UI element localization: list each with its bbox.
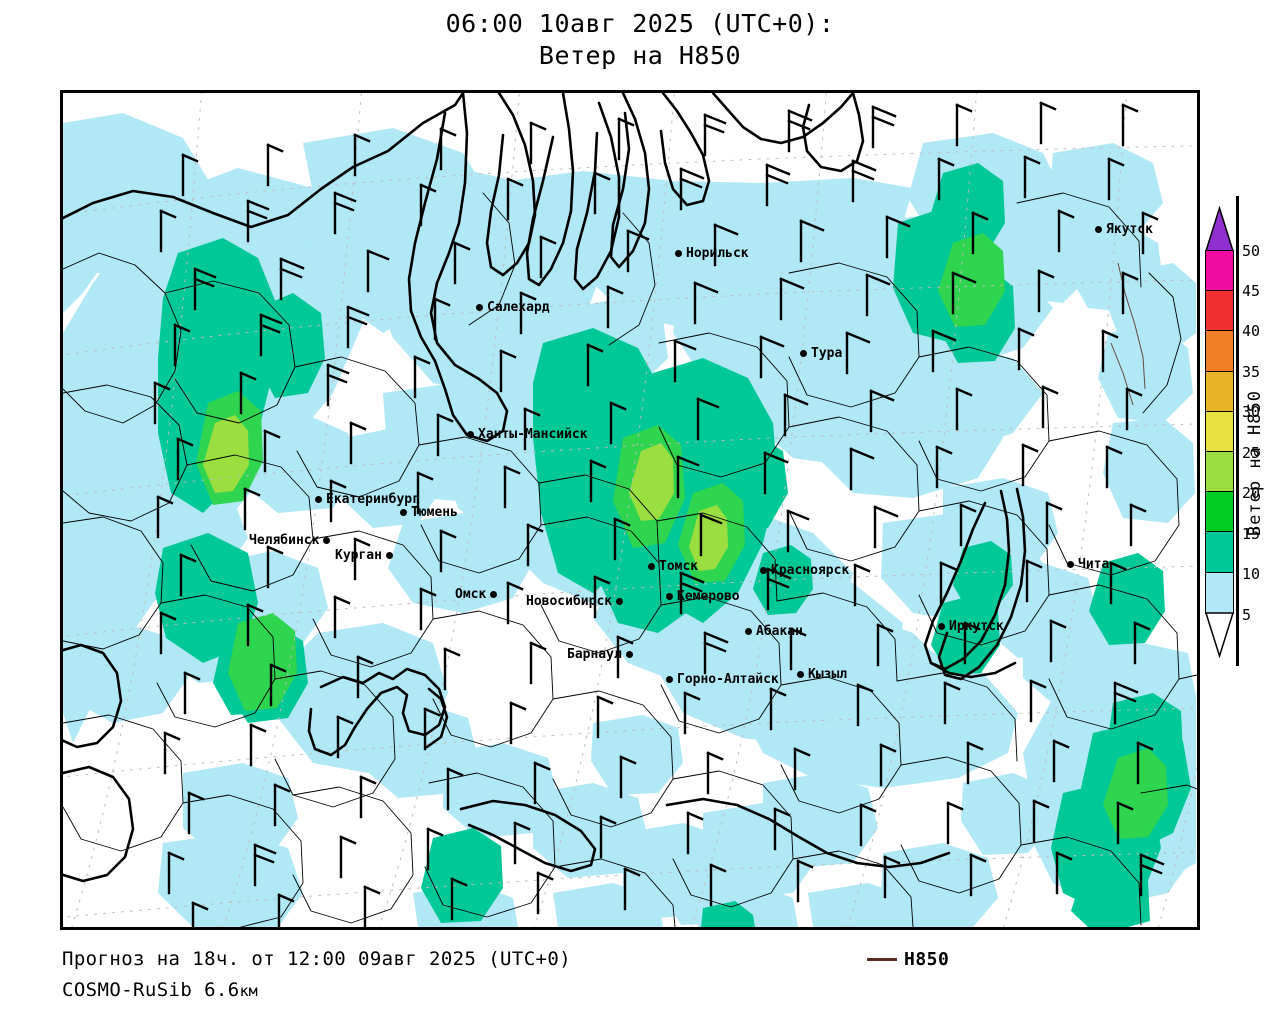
map-canvas[interactable]: Норильск Салехард Тура Якутск Ханты-Манс… [60,90,1200,930]
colorbar-tick-45: 45 [1242,282,1261,300]
wind-barbs [153,101,1165,927]
colorbar-swatches [1205,250,1234,614]
colorbar-segment-20-25 [1206,452,1233,493]
colorbar-tick-5: 5 [1242,606,1252,624]
model-resolution-unit: км [239,982,258,1000]
h850-legend: H850 [867,949,949,970]
colorbar-segment-15-20 [1206,492,1233,533]
colorbar-over-arrow [1205,206,1234,252]
h850-line-swatch [867,958,897,961]
colorbar-segment-35-40 [1206,331,1233,372]
colorbar-segment-25-30 [1206,411,1233,453]
title-variable: Ветер на H850 [538,41,742,70]
footer: Прогноз на 18ч. от 12:00 09авг 2025 (UTC… [62,948,1222,1010]
footer-row-forecast: Прогноз на 18ч. от 12:00 09авг 2025 (UTC… [62,948,1222,979]
model-name: COSMO-RuSib 6.6 [62,979,240,1001]
colorbar[interactable]: 50 45 40 35 30 25 20 15 10 5 [1200,196,1280,666]
colorbar-tick-10: 10 [1242,565,1261,583]
colorbar-tick-20: 20 [1242,484,1261,502]
colorbar-segment-30-35 [1206,371,1233,412]
colorbar-under-arrow [1205,612,1234,658]
colorbar-segment-10-15 [1206,532,1233,573]
map-graphics [63,93,1197,927]
title-datetime: 06:00 10авг 2025 (UTC+0): [445,9,835,38]
colorbar-tick-25: 25 [1242,444,1261,462]
colorbar-tick-30: 30 [1242,403,1261,421]
colorbar-tick-35: 35 [1242,363,1261,381]
colorbar-axis-line [1236,196,1239,666]
colorbar-title: Ветер на H850 [1245,390,1265,537]
colorbar-tick-15: 15 [1242,525,1261,543]
forecast-info: Прогноз на 18ч. от 12:00 09авг 2025 (UTC… [62,948,572,970]
colorbar-tick-50: 50 [1242,242,1261,260]
colorbar-segment-45-50 [1206,251,1233,292]
colorbar-segment-5-10 [1206,572,1233,613]
coastline [63,93,1027,883]
footer-row-model: COSMO-RuSib 6.6км [62,979,1222,1010]
colorbar-tick-40: 40 [1242,322,1261,340]
page-title: 06:00 10авг 2025 (UTC+0): Ветер на H850 [0,8,1280,72]
colorbar-segment-40-45 [1206,291,1233,332]
h850-legend-label: H850 [904,949,950,970]
